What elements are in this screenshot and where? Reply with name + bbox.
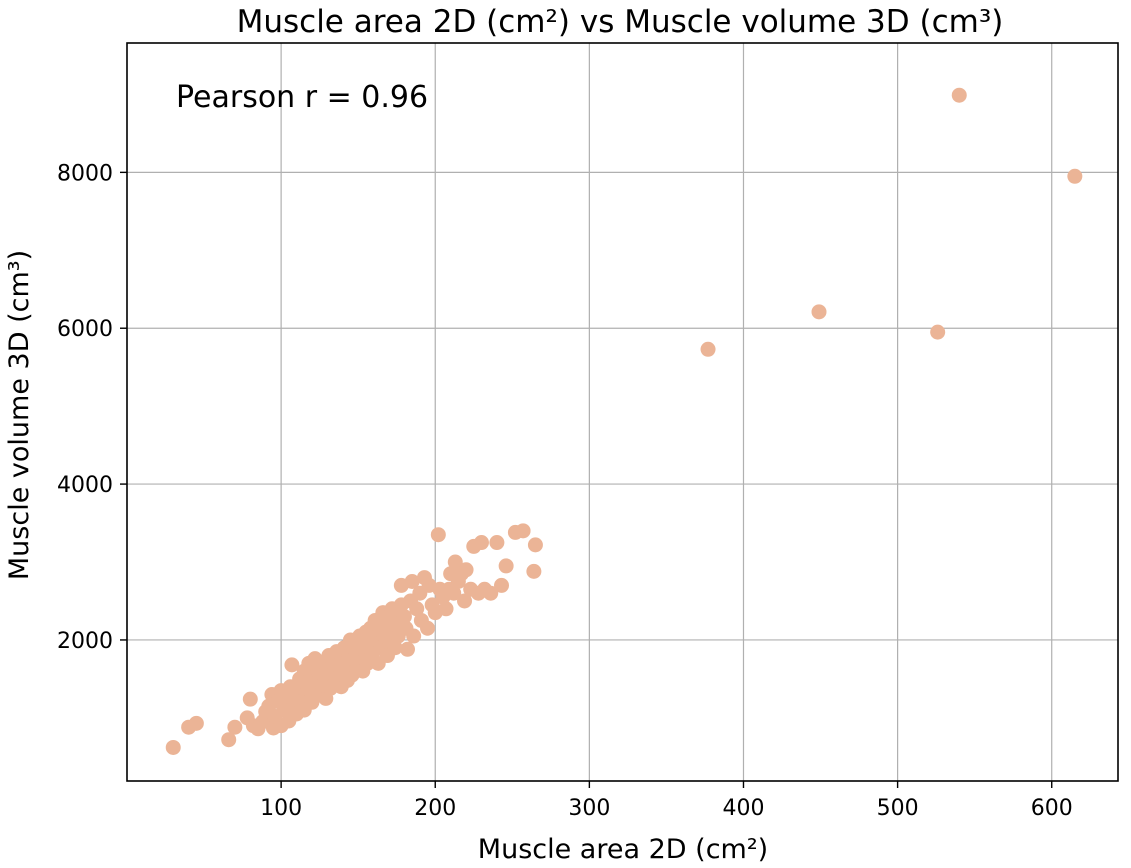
data-point (404, 573, 420, 589)
data-point (438, 601, 454, 617)
data-point (1067, 168, 1083, 184)
data-point (473, 535, 489, 551)
data-point (227, 719, 243, 735)
data-point (409, 601, 425, 617)
data-point (406, 628, 422, 644)
x-tick-label: 400 (722, 796, 764, 821)
data-point (458, 562, 474, 578)
x-tick-label: 200 (414, 796, 456, 821)
data-point (400, 641, 416, 657)
data-point (430, 527, 446, 543)
data-point (446, 585, 462, 601)
data-point (165, 739, 181, 755)
data-point (527, 537, 543, 553)
data-point (188, 715, 204, 731)
data-point (515, 523, 531, 539)
data-point (494, 577, 510, 593)
grid-lines (127, 43, 1118, 781)
data-point (457, 593, 473, 609)
x-tick-label: 600 (1031, 796, 1073, 821)
data-point (498, 558, 514, 574)
data-point (221, 732, 237, 748)
data-point (447, 554, 463, 570)
plot-frame (126, 42, 1119, 782)
data-point (526, 563, 542, 579)
data-point (284, 657, 300, 673)
data-point (396, 609, 412, 625)
y-axis-label: Muscle volume 3D (cm³) (4, 250, 35, 580)
y-tick-label: 2000 (57, 629, 113, 654)
x-axis-label: Muscle area 2D (cm²) (478, 834, 768, 865)
x-tick-label: 300 (568, 796, 610, 821)
y-tick-label: 4000 (57, 473, 113, 498)
data-point (242, 691, 258, 707)
data-point (420, 620, 436, 636)
y-tick-label: 6000 (57, 317, 113, 342)
data-point (483, 585, 499, 601)
x-tick-label: 100 (260, 796, 302, 821)
data-point (951, 87, 967, 103)
data-point (930, 324, 946, 340)
data-point (811, 304, 827, 320)
y-tick-label: 8000 (57, 161, 113, 186)
pearson-annotation: Pearson r = 0.96 (176, 80, 428, 115)
data-point (700, 341, 716, 357)
chart-title: Muscle area 2D (cm²) vs Muscle volume 3D… (237, 4, 1004, 40)
data-point (489, 535, 505, 551)
x-tick-label: 500 (877, 796, 919, 821)
data-point (387, 640, 403, 656)
data-points (165, 87, 1083, 755)
axis-ticks: 100 200 300 400 500 600 2000 4000 6000 8000 (57, 161, 1073, 821)
